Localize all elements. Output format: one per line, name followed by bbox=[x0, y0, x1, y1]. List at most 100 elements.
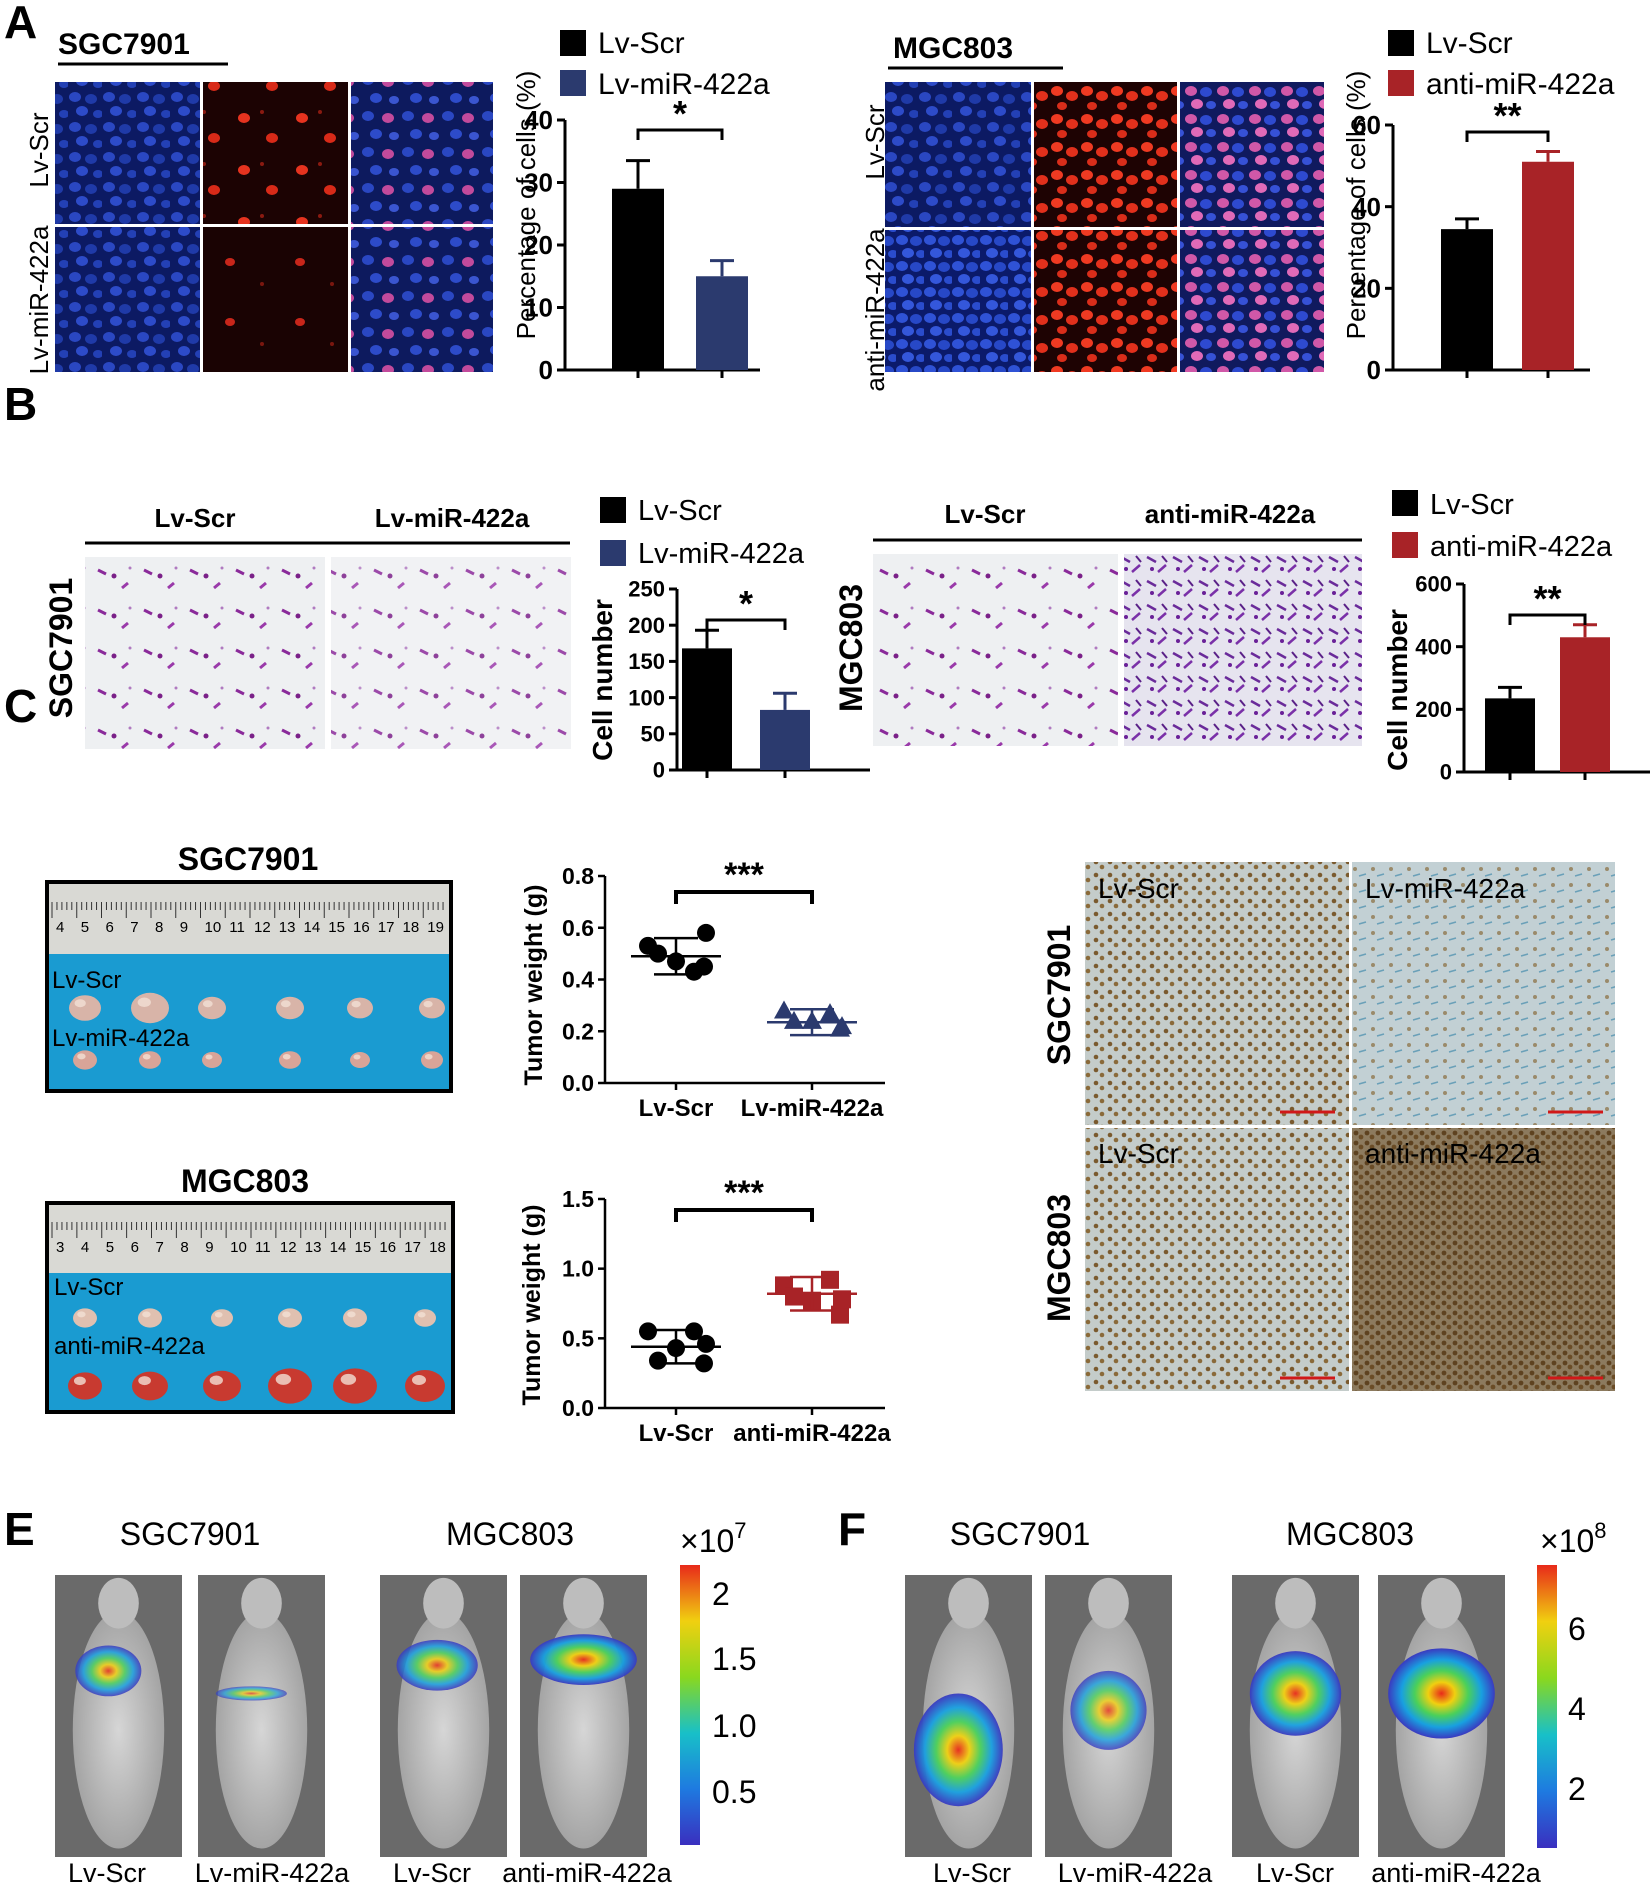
c-top-photo-label-2: Lv-miR-422a bbox=[52, 1025, 190, 1052]
f-colorbar-tick-3: 2 bbox=[1568, 1771, 1586, 1807]
ruler-number: 8 bbox=[180, 1239, 188, 1256]
tumor bbox=[69, 995, 101, 1021]
tumor-highlight bbox=[282, 1311, 291, 1318]
chart-c-bottom: 0.0 0.5 1.0 1.5 Lv-Scr anti-miR-422a *** bbox=[562, 1174, 891, 1447]
panel-letter-c: C bbox=[4, 680, 37, 732]
a-left-legend-2: Lv-miR-422a bbox=[598, 68, 770, 101]
data-point bbox=[697, 923, 715, 942]
chart-a-right: 0 20 40 60 ** bbox=[1352, 95, 1590, 385]
legend-swatch-navy bbox=[600, 540, 626, 566]
tumor bbox=[68, 1372, 102, 1400]
significance-bracket bbox=[674, 890, 814, 904]
e-colorbar-multiplier: ×107 bbox=[680, 1518, 747, 1559]
y-tick-label: 0.2 bbox=[562, 1018, 594, 1044]
ruler-number: 15 bbox=[328, 919, 345, 936]
mouse-head bbox=[1421, 1577, 1462, 1629]
tumor-highlight bbox=[340, 1373, 357, 1385]
significance-bracket bbox=[674, 1208, 814, 1222]
tumor-highlight bbox=[73, 1376, 86, 1386]
significance-label: * bbox=[673, 93, 687, 134]
f-colorbar-tick-1: 6 bbox=[1568, 1611, 1586, 1647]
a-sgc-merge-scr bbox=[351, 82, 493, 224]
b-sgc-scr-image bbox=[85, 557, 325, 749]
c-bottom-ylabel: Tumor weight (g) bbox=[518, 1205, 546, 1406]
bioluminescence-signal bbox=[1388, 1648, 1495, 1739]
a-mgc-dapi-anti bbox=[885, 230, 1031, 372]
chart-c-top: 0.0 0.2 0.4 0.6 0.8 Lv-Scr Lv-miR-422a *** bbox=[562, 856, 885, 1122]
c-bottom-ruler-ticks: 3 4 5 6 7 8 9 10 11 12 13 14 15 16 17 18 bbox=[51, 1222, 446, 1256]
b-right-legend-2: anti-miR-422a bbox=[1430, 531, 1613, 563]
d-mgc-scr bbox=[1085, 1128, 1349, 1391]
tumor bbox=[278, 1308, 302, 1328]
b-left-col-1: Lv-Scr bbox=[155, 503, 236, 533]
legend-swatch-black bbox=[600, 497, 626, 523]
ruler-number: 8 bbox=[155, 919, 163, 936]
y-tick-label: 200 bbox=[1415, 697, 1452, 722]
ruler-number: 3 bbox=[56, 1239, 64, 1256]
tumor-highlight bbox=[209, 1375, 223, 1386]
ruler-number: 10 bbox=[230, 1239, 247, 1256]
y-tick-label: 20 bbox=[1352, 273, 1381, 303]
c-top-tumors bbox=[69, 992, 445, 1070]
ruler-number: 4 bbox=[81, 1239, 89, 1256]
c-bottom-tumors bbox=[68, 1308, 445, 1404]
tumor-highlight bbox=[202, 1000, 213, 1008]
legend-swatch-navy bbox=[560, 70, 586, 96]
panel-e-bli: SGC7901 MGC803 ×107 2 1.5 1.0 0.5 Lv-Scr… bbox=[55, 1516, 756, 1888]
bar bbox=[696, 276, 748, 370]
tumor bbox=[198, 996, 226, 1020]
c-bottom-photo: MGC803 3 4 5 6 7 8 9 10 11 12 13 14 15 16 17 18 Lv-Scr … bbox=[45, 1163, 455, 1414]
data-point bbox=[832, 1016, 852, 1035]
a-right-legend: Lv-Scr anti-miR-422a bbox=[1388, 27, 1615, 101]
f-mouse-label-4: anti-miR-422a bbox=[1371, 1858, 1542, 1888]
ruler-number: 17 bbox=[404, 1239, 421, 1256]
y-tick-label: 1.0 bbox=[562, 1256, 594, 1282]
ruler-number: 16 bbox=[379, 1239, 396, 1256]
tumor-highlight bbox=[351, 1000, 361, 1008]
data-point bbox=[649, 1351, 667, 1370]
mouse-head bbox=[241, 1577, 282, 1629]
tumor bbox=[276, 996, 304, 1020]
ruler-number: 6 bbox=[131, 1239, 139, 1256]
y-tick-label: 1.5 bbox=[562, 1186, 594, 1212]
d-tile-label-4: anti-miR-422a bbox=[1365, 1138, 1541, 1169]
tumor-highlight bbox=[424, 1053, 433, 1060]
y-tick-label: 0.4 bbox=[562, 967, 594, 993]
tumor-highlight bbox=[205, 1054, 213, 1060]
y-tick-label: 40 bbox=[1352, 192, 1381, 222]
f-mouse-label-3: Lv-Scr bbox=[1256, 1858, 1334, 1888]
data-point bbox=[639, 1322, 657, 1341]
c-bottom-ruler bbox=[49, 1205, 451, 1273]
b-left-legend-1: Lv-Scr bbox=[638, 495, 722, 527]
bioluminescence-signal bbox=[215, 1686, 287, 1701]
y-tick-label: 50 bbox=[641, 722, 665, 747]
y-tick-label: 600 bbox=[1415, 572, 1452, 597]
tumor bbox=[405, 1370, 445, 1402]
f-mouse-label-1: Lv-Scr bbox=[933, 1858, 1011, 1888]
mouse-head bbox=[1088, 1577, 1129, 1629]
tumor bbox=[279, 1051, 301, 1069]
y-tick-label: 200 bbox=[628, 613, 665, 638]
b-right-legend-1: Lv-Scr bbox=[1430, 489, 1514, 521]
ruler-number: 13 bbox=[305, 1239, 322, 1256]
y-tick-label: 30 bbox=[524, 168, 553, 198]
data-point bbox=[821, 1270, 839, 1289]
data-point bbox=[831, 1305, 849, 1324]
tumor-highlight bbox=[142, 1311, 151, 1318]
panel-a-left-images: SGC7901 Lv-Scr Lv-miR-422a bbox=[24, 28, 493, 374]
significance-label: *** bbox=[724, 1174, 764, 1212]
tumor bbox=[211, 1309, 233, 1327]
tumor-highlight bbox=[353, 1054, 361, 1060]
tumor bbox=[343, 1308, 367, 1328]
x-tick-label: anti-miR-422a bbox=[733, 1420, 891, 1447]
e-colorbar-tick-4: 0.5 bbox=[712, 1774, 756, 1810]
ruler-number: 11 bbox=[229, 919, 245, 936]
tumor bbox=[333, 1368, 377, 1404]
b-right-cell-line: MGC803 bbox=[833, 584, 869, 712]
c-top-photo: SGC7901 4 5 6 7 8 9 10 11 12 13 14 15 16 17 18 19 Lv-Sc… bbox=[45, 841, 453, 1093]
d-mgc-anti bbox=[1352, 1128, 1615, 1391]
y-tick-label: 0.0 bbox=[562, 1395, 594, 1421]
tumor bbox=[347, 997, 373, 1019]
bar bbox=[1560, 637, 1610, 772]
